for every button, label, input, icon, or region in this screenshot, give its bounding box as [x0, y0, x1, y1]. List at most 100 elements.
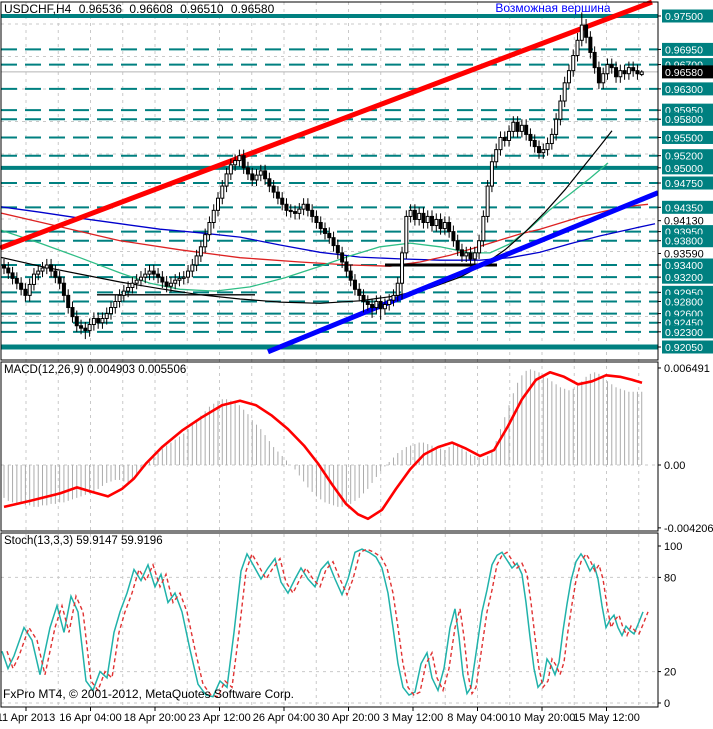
candle — [186, 270, 191, 278]
candle — [459, 249, 464, 257]
candle — [44, 264, 49, 269]
candle — [288, 209, 293, 213]
svg-text:0.97500: 0.97500 — [665, 11, 703, 23]
svg-text:0.92800: 0.92800 — [665, 296, 703, 308]
low-value: 0.96510 — [180, 2, 224, 16]
candle — [314, 215, 319, 223]
time-axis-label: 8 May 04:00 — [447, 712, 508, 724]
candle — [575, 39, 580, 56]
time-axis-label: 30 Apr 20:00 — [317, 712, 380, 724]
main-pane-border — [0, 1, 659, 361]
candle — [639, 71, 644, 76]
candle — [430, 215, 434, 227]
stoch-signal-value: 59.9196 — [121, 535, 163, 547]
axis-tick-label: 20 — [664, 667, 676, 679]
candle — [263, 170, 268, 180]
candle — [27, 283, 32, 296]
candle — [49, 264, 54, 272]
candle — [233, 160, 238, 166]
price-level-label — [662, 130, 713, 144]
candle — [434, 218, 439, 227]
current-price-label — [662, 65, 713, 79]
candle — [451, 231, 456, 242]
candle — [31, 273, 36, 285]
price-level-label — [662, 325, 713, 339]
candle — [297, 208, 302, 214]
candle — [511, 121, 516, 132]
candle — [361, 294, 366, 302]
candle — [584, 24, 589, 38]
candle — [211, 209, 216, 223]
price-level-label — [662, 42, 713, 56]
candle — [558, 100, 563, 120]
axis-tick-label: 0 — [664, 698, 670, 710]
macd-pane[interactable] — [3, 369, 643, 521]
main-pane[interactable] — [0, 14, 658, 355]
macd-name: MACD(12,26,9) — [4, 364, 84, 376]
platform-watermark: FxPro MT4, © 2001-2012, MetaQuotes Softw… — [3, 687, 294, 701]
macd-main-value: 0.004903 — [87, 364, 136, 376]
candle — [220, 185, 225, 199]
price-axis[interactable]: 0.941300.935900.975000.969500.967000.963… — [25, 9, 713, 712]
candle — [609, 64, 614, 69]
trendline-ascending-resistance[interactable] — [0, 0, 653, 251]
candle — [502, 136, 507, 142]
ma-red — [1, 203, 649, 267]
svg-text:0.96580: 0.96580 — [665, 67, 703, 79]
candle — [156, 273, 161, 278]
time-axis-label: 10 May 20:00 — [508, 712, 576, 724]
candle — [340, 252, 345, 263]
candle — [400, 252, 405, 284]
candle — [331, 237, 336, 247]
price-level-label — [662, 82, 713, 96]
candle — [562, 82, 567, 102]
candle — [14, 277, 19, 284]
possible-top-annotation[interactable]: Возможная вершина — [495, 1, 611, 15]
price-level-label — [662, 234, 713, 248]
ma-green — [1, 162, 609, 292]
candle — [53, 270, 58, 278]
candle — [109, 307, 113, 315]
candle — [442, 221, 447, 230]
candle — [61, 282, 66, 296]
candle — [477, 240, 482, 254]
price-level-label — [662, 340, 713, 354]
axis-tick-label: 0.94130 — [664, 216, 704, 228]
candle — [305, 203, 310, 211]
candle — [541, 149, 546, 154]
candle — [160, 276, 165, 283]
candle — [284, 203, 289, 211]
candle — [40, 267, 45, 272]
candle — [579, 24, 584, 41]
candle — [164, 281, 169, 287]
candle — [318, 221, 323, 230]
candle — [472, 252, 477, 260]
candle — [622, 70, 627, 75]
candle — [507, 130, 512, 142]
candle — [280, 197, 285, 205]
candle — [365, 300, 370, 305]
candle — [74, 316, 79, 327]
candle — [130, 282, 135, 288]
stoch-pane-border — [0, 532, 659, 708]
stoch-pane[interactable] — [1, 548, 649, 698]
candle — [91, 317, 96, 326]
candle — [323, 228, 327, 234]
candle — [121, 290, 126, 296]
candle — [177, 277, 182, 281]
candle — [245, 167, 250, 175]
candle — [190, 264, 195, 272]
svg-text:0.95200: 0.95200 — [665, 151, 703, 163]
candle — [207, 221, 212, 236]
candle — [87, 324, 92, 332]
candle — [126, 286, 131, 292]
candle — [626, 67, 631, 75]
candle — [417, 212, 422, 220]
trendline-ascending-support[interactable] — [267, 190, 658, 355]
candle — [391, 294, 396, 301]
candle — [425, 215, 430, 223]
candle — [117, 294, 122, 302]
svg-text:0.96300: 0.96300 — [665, 84, 703, 96]
candle — [588, 36, 593, 53]
